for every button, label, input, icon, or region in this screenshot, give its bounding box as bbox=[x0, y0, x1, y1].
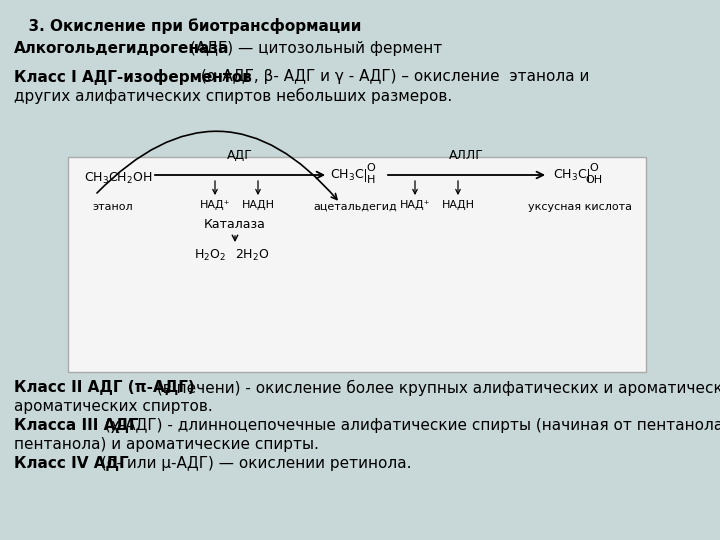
Text: 3. Окисление при биотрансформации: 3. Окисление при биотрансформации bbox=[18, 18, 361, 34]
Text: Алкогольдегидрогеназа: Алкогольдегидрогеназа bbox=[14, 41, 230, 56]
FancyBboxPatch shape bbox=[68, 157, 646, 372]
Text: (в печени) - окисление более крупных алифатических и ароматических спиртов.: (в печени) - окисление более крупных али… bbox=[152, 380, 720, 396]
Text: CH$_3$CH$_2$OH: CH$_3$CH$_2$OH bbox=[84, 171, 152, 186]
Text: уксусная кислота: уксусная кислота bbox=[528, 202, 632, 212]
Text: Класс II АДГ (π-АДГ): Класс II АДГ (π-АДГ) bbox=[14, 380, 194, 395]
Text: этанол: этанол bbox=[93, 202, 133, 212]
Text: НАД⁺: НАД⁺ bbox=[199, 200, 230, 210]
Text: 2H$_2$O: 2H$_2$O bbox=[235, 247, 269, 262]
Text: (α-АДГ, β- АДГ и γ - АДГ) – окисление  этанола и: (α-АДГ, β- АДГ и γ - АДГ) – окисление эт… bbox=[196, 69, 590, 84]
Text: (АДГ) — цитозольный фермент: (АДГ) — цитозольный фермент bbox=[185, 41, 442, 56]
Text: Каталаза: Каталаза bbox=[204, 219, 266, 232]
Text: ацетальдегид: ацетальдегид bbox=[313, 202, 397, 212]
Text: Класс IV АДГ: Класс IV АДГ bbox=[14, 456, 129, 471]
Text: OH: OH bbox=[585, 175, 603, 185]
Text: Класс I АДГ-изоферментов: Класс I АДГ-изоферментов bbox=[14, 69, 252, 85]
Text: НАДН: НАДН bbox=[441, 200, 474, 210]
Text: CH$_3$C: CH$_3$C bbox=[330, 167, 364, 183]
Text: пентанола) и ароматические спирты.: пентанола) и ароматические спирты. bbox=[14, 437, 319, 452]
Text: O: O bbox=[590, 163, 598, 173]
Text: ароматических спиртов.: ароматических спиртов. bbox=[14, 399, 212, 414]
Text: НАДН: НАДН bbox=[241, 200, 274, 210]
Text: CH$_3$C: CH$_3$C bbox=[553, 167, 587, 183]
Text: (χ-АДГ) - длинноцепочечные алифатические спирты (начиная от пентанола) и аромати: (χ-АДГ) - длинноцепочечные алифатические… bbox=[100, 418, 720, 433]
Text: АДГ: АДГ bbox=[227, 149, 253, 162]
Text: других алифатических спиртов небольших размеров.: других алифатических спиртов небольших р… bbox=[14, 88, 452, 104]
Text: АЛЛГ: АЛЛГ bbox=[449, 149, 483, 162]
Text: H: H bbox=[366, 175, 375, 185]
Text: O: O bbox=[366, 163, 375, 173]
Text: Класса III АДГ: Класса III АДГ bbox=[14, 418, 138, 433]
Text: НАД⁺: НАД⁺ bbox=[400, 200, 431, 210]
Text: (σ- или μ-АДГ) — окислении ретинола.: (σ- или μ-АДГ) — окислении ретинола. bbox=[96, 456, 412, 471]
Text: H$_2$O$_2$: H$_2$O$_2$ bbox=[194, 247, 226, 262]
